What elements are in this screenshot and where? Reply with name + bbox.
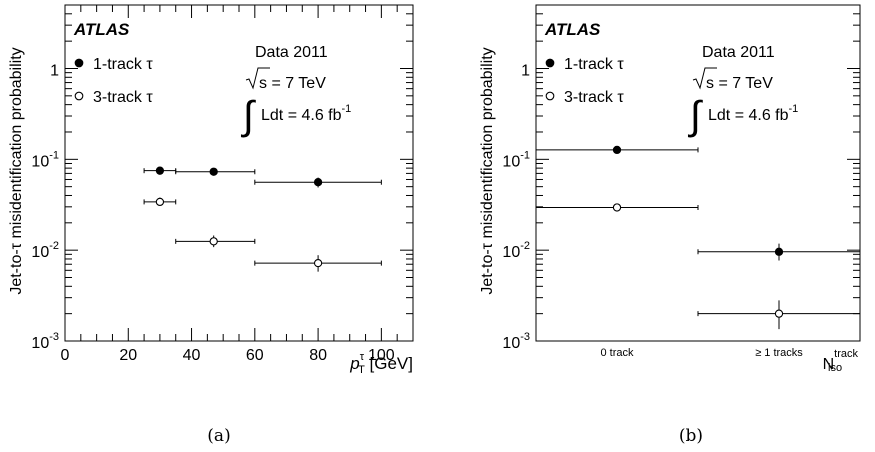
x-axis-label-unit: [GeV] <box>365 354 413 373</box>
y-tick-label: 10-1 <box>31 149 59 170</box>
x-tick-label: 60 <box>246 347 264 364</box>
data-point-1track <box>612 145 622 155</box>
y-tick-label-exp: -3 <box>49 331 59 343</box>
data-point-3track <box>774 309 784 318</box>
info-lumi-text: Ldt = 4.6 fb <box>261 107 342 124</box>
data-point-3track <box>612 203 622 212</box>
legend-marker-open <box>545 91 555 101</box>
info-dataset: Data 2011 <box>702 44 775 61</box>
y-tick-label-base: 10 <box>502 335 520 352</box>
y-tick-label-exp: -2 <box>49 240 59 252</box>
x-tick-label: 0 <box>61 347 70 364</box>
info-energy: s = 7 TeV <box>706 75 773 92</box>
data-point-1track <box>209 167 218 176</box>
legend-entry: 3-track τ <box>93 89 153 106</box>
info-lumi-text: Ldt = 4.6 fb <box>708 107 789 124</box>
panel-caption: (a) <box>207 426 230 446</box>
info-lumi-exp: -1 <box>342 103 352 115</box>
y-tick-label-exp: -2 <box>520 240 530 252</box>
y-tick-label: 10-3 <box>31 331 59 352</box>
x-axis-label: Ntrack iso <box>823 348 859 374</box>
info-lumi-exp: -1 <box>789 103 799 115</box>
x-tick-label: 20 <box>119 347 137 364</box>
info-dataset: Data 2011 <box>255 44 328 61</box>
data-point-3track <box>155 197 165 207</box>
x-tick-label: 100 <box>368 347 395 364</box>
data-point-3track <box>313 258 323 268</box>
integral-sign: ∫ <box>241 94 257 138</box>
y-tick-label-base: 10 <box>31 335 49 352</box>
legend-entry: 1-track τ <box>564 56 624 73</box>
y-tick-label-exp: -1 <box>49 149 59 161</box>
x-category-label: ≥ 1 tracks <box>755 347 803 359</box>
y-axis-label: Jet-to-τ misidentification probability <box>479 47 496 294</box>
x-category-label: 0 track <box>600 347 634 359</box>
y-tick-label: 10-3 <box>502 331 530 352</box>
atlas-label: ATLAS <box>544 20 601 39</box>
x-axis-label-sub: T <box>358 364 365 376</box>
x-axis-label-sup: track <box>834 348 858 360</box>
y-tick-label: 10-2 <box>31 240 59 261</box>
y-axis-label: Jet-to-τ misidentification probability <box>8 47 25 294</box>
sqrt-symbol <box>245 67 270 90</box>
atlas-label: ATLAS <box>73 20 130 39</box>
legend-entry: 3-track τ <box>564 89 624 106</box>
x-axis-label-sub: iso <box>828 362 842 374</box>
y-tick-label: 1 <box>521 62 530 79</box>
data-point-1track <box>155 166 165 175</box>
x-axis-label-main: N <box>823 356 835 373</box>
y-tick-label: 1 <box>50 62 59 79</box>
data-point-3track <box>209 237 218 246</box>
info-lumi: Ldt = 4.6 fb-1 <box>261 103 351 124</box>
y-tick-label-base: 10 <box>502 153 520 170</box>
data-point-1track <box>313 178 323 187</box>
y-tick-label-exp: -1 <box>520 149 530 161</box>
y-tick-label: 10-2 <box>502 240 530 261</box>
integral-sign: ∫ <box>688 94 704 138</box>
x-axis-label: pτ T [GeV] <box>349 351 413 376</box>
data-point-1track <box>774 247 784 256</box>
y-tick-label-base: 10 <box>502 244 520 261</box>
x-tick-label: 80 <box>309 347 327 364</box>
x-axis-label-main: p <box>349 354 359 373</box>
info-lumi: Ldt = 4.6 fb-1 <box>708 103 798 124</box>
sqrt-symbol <box>692 67 717 90</box>
legend-marker-open <box>74 91 84 101</box>
y-tick-label-base: 1 <box>50 62 59 79</box>
y-tick-label-exp: -3 <box>520 331 530 343</box>
panel-caption: (b) <box>679 426 703 446</box>
y-tick-label-base: 1 <box>521 62 530 79</box>
x-tick-label: 40 <box>183 347 201 364</box>
legend-marker-filled <box>545 58 555 68</box>
y-tick-label-base: 10 <box>31 153 49 170</box>
info-energy: s = 7 TeV <box>259 75 326 92</box>
x-axis-label-sup: τ <box>360 351 365 363</box>
legend-marker-filled <box>74 58 84 68</box>
y-tick-label-base: 10 <box>31 244 49 261</box>
y-tick-label: 10-1 <box>502 149 530 170</box>
legend-entry: 1-track τ <box>93 56 153 73</box>
